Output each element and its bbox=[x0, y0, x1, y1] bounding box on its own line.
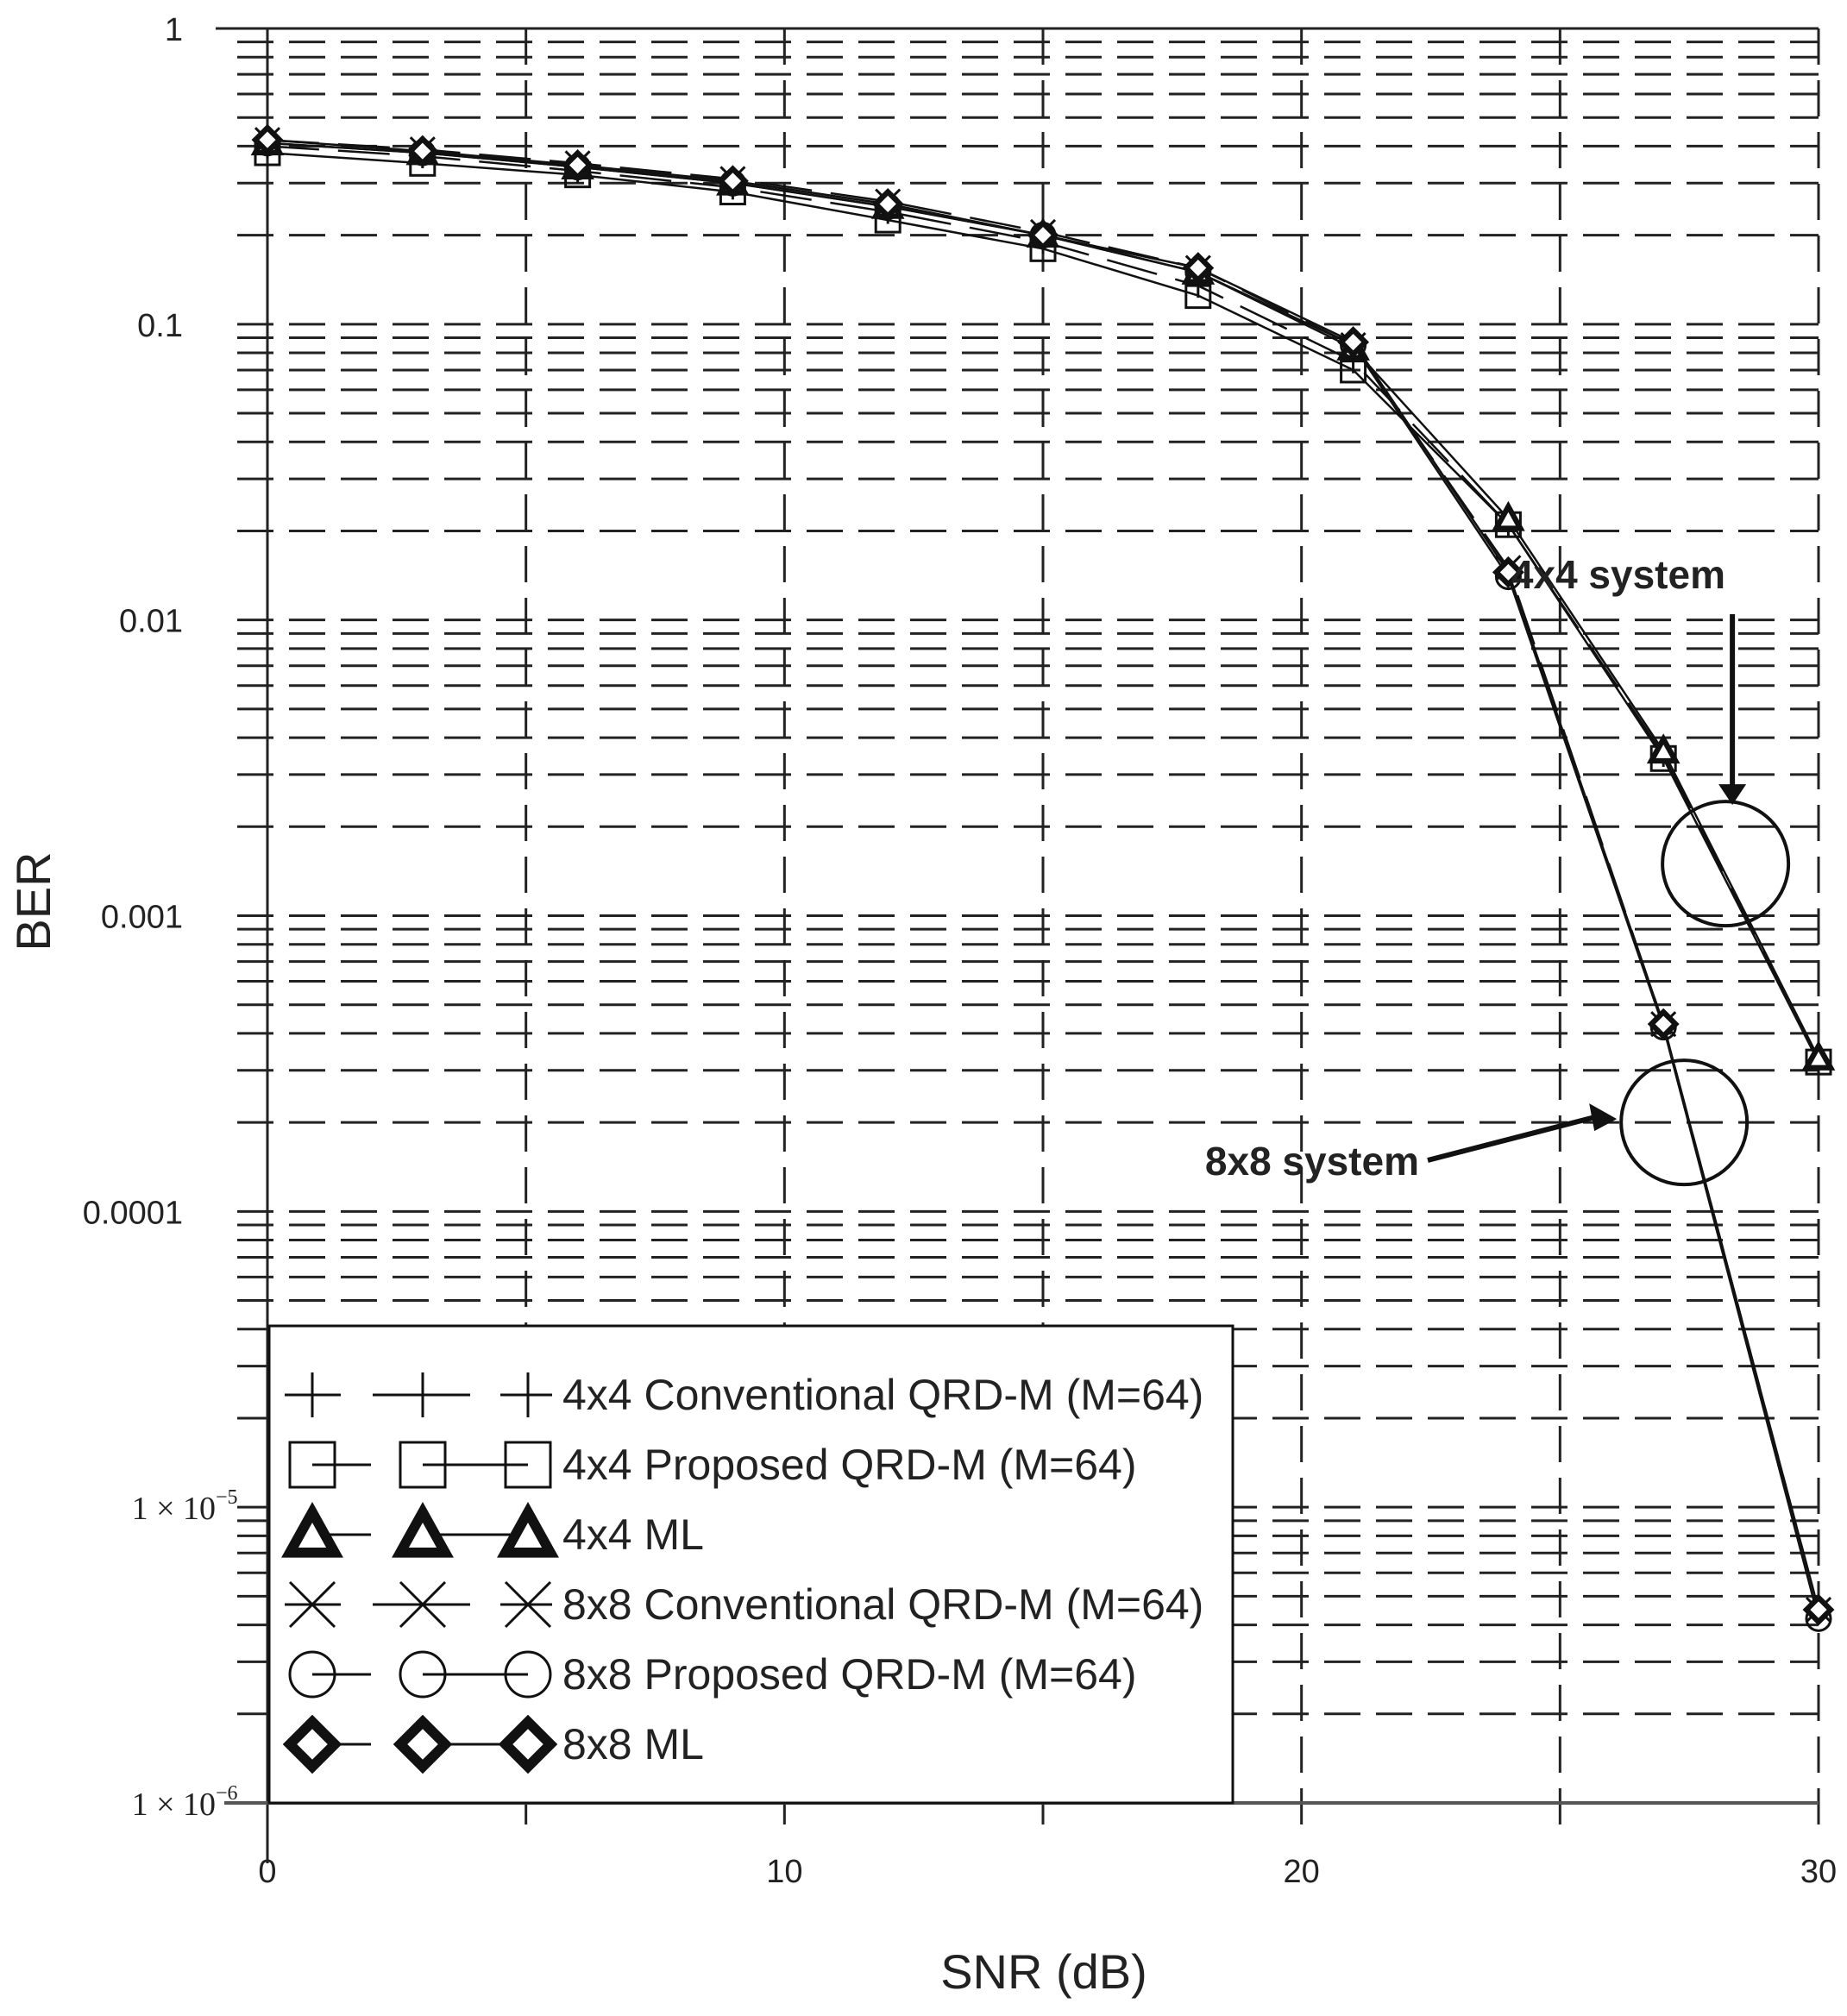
x-tick-label: 30 bbox=[1800, 1854, 1837, 1890]
annotation-layer: 4x4 system 8x8 system bbox=[1205, 552, 1791, 1187]
legend-entry: 4x4 ML bbox=[281, 1501, 704, 1559]
x-tick-label: 10 bbox=[766, 1854, 802, 1890]
y-tick-label: 1 × 10 bbox=[132, 1491, 216, 1527]
legend-label: 8x8 Conventional QRD-M (M=64) bbox=[562, 1580, 1203, 1629]
legend-label: 4x4 ML bbox=[562, 1510, 704, 1559]
circle-marker bbox=[399, 1650, 447, 1699]
circle-marker bbox=[504, 1650, 552, 1699]
y-axis-label: BER bbox=[6, 851, 60, 951]
series-layer bbox=[250, 123, 1836, 1632]
diamond-marker bbox=[498, 1714, 558, 1774]
legend-entry: 8x8 Conventional QRD-M (M=64) bbox=[285, 1580, 1203, 1629]
legend-label: 4x4 Conventional QRD-M (M=64) bbox=[562, 1371, 1203, 1419]
triangle-marker bbox=[1646, 733, 1681, 764]
y-tick-label: 0.001 bbox=[101, 900, 183, 936]
x-marker-b bbox=[288, 1580, 336, 1629]
annotation-label-8x8: 8x8 system bbox=[1205, 1139, 1419, 1184]
legend: 4x4 Conventional QRD-M (M=64) 4x4 Propose… bbox=[267, 1324, 1234, 1805]
y-tick-exponent: −6 bbox=[216, 1782, 238, 1805]
diamond-marker bbox=[1337, 326, 1370, 359]
annotation-arrowhead-8x8 bbox=[1589, 1103, 1618, 1132]
x-tick-label: 20 bbox=[1284, 1854, 1320, 1890]
annotation-circle-4x4 bbox=[1661, 800, 1791, 928]
diamond-marker bbox=[1647, 1008, 1680, 1040]
y-tick-label: 1 × 10 bbox=[132, 1787, 216, 1823]
diamond-marker bbox=[393, 1714, 453, 1774]
y-tick-label: 1 bbox=[165, 12, 183, 48]
legend-label: 4x4 Proposed QRD-M (M=64) bbox=[562, 1441, 1137, 1489]
series-diamond bbox=[251, 123, 1835, 1626]
legend-entry: 4x4 Conventional QRD-M (M=64) bbox=[285, 1371, 1203, 1419]
x-axis-label: SNR (dB) bbox=[940, 1944, 1147, 1999]
square-marker bbox=[399, 1441, 447, 1489]
annotation-circle-8x8 bbox=[1619, 1058, 1750, 1187]
x-tick-label: 0 bbox=[258, 1854, 276, 1890]
diamond-marker bbox=[251, 123, 284, 156]
legend-label: 8x8 ML bbox=[562, 1720, 704, 1768]
triangle-marker bbox=[497, 1501, 559, 1558]
diamond-marker bbox=[1492, 556, 1524, 588]
triangle-marker bbox=[1801, 1040, 1836, 1071]
y-tick-label: 0.01 bbox=[119, 604, 183, 640]
x-marker-b bbox=[504, 1580, 552, 1629]
diamond-marker bbox=[406, 135, 439, 167]
y-tick-exponent: −5 bbox=[216, 1486, 238, 1509]
legend-entry: 8x8 Proposed QRD-M (M=64) bbox=[288, 1650, 1137, 1699]
circle-marker bbox=[288, 1650, 336, 1699]
diamond-marker bbox=[1802, 1593, 1835, 1626]
triangle-marker bbox=[392, 1501, 454, 1558]
diamond-marker bbox=[562, 148, 594, 181]
diamond-marker bbox=[1027, 219, 1059, 252]
square-marker bbox=[288, 1441, 336, 1489]
triangle-marker bbox=[281, 1501, 343, 1558]
square-marker bbox=[504, 1441, 552, 1489]
annotation-arrow-8x8 bbox=[1427, 1114, 1599, 1163]
x-marker-b bbox=[399, 1580, 447, 1629]
annotation-arrowhead-4x4 bbox=[1718, 784, 1747, 806]
diamond-marker bbox=[716, 165, 749, 198]
annotation-label-4x4: 4x4 system bbox=[1511, 552, 1725, 597]
y-tick-label: 0.1 bbox=[137, 308, 183, 344]
legend-label: 8x8 Proposed QRD-M (M=64) bbox=[562, 1650, 1137, 1699]
diamond-marker bbox=[1182, 252, 1215, 285]
y-tick-label: 0.0001 bbox=[83, 1195, 183, 1231]
legend-entry: 8x8 ML bbox=[282, 1714, 704, 1774]
triangle-marker bbox=[1492, 500, 1525, 531]
legend-entry: 4x4 Proposed QRD-M (M=64) bbox=[288, 1441, 1137, 1489]
diamond-marker bbox=[871, 188, 904, 220]
diamond-marker bbox=[282, 1714, 342, 1774]
